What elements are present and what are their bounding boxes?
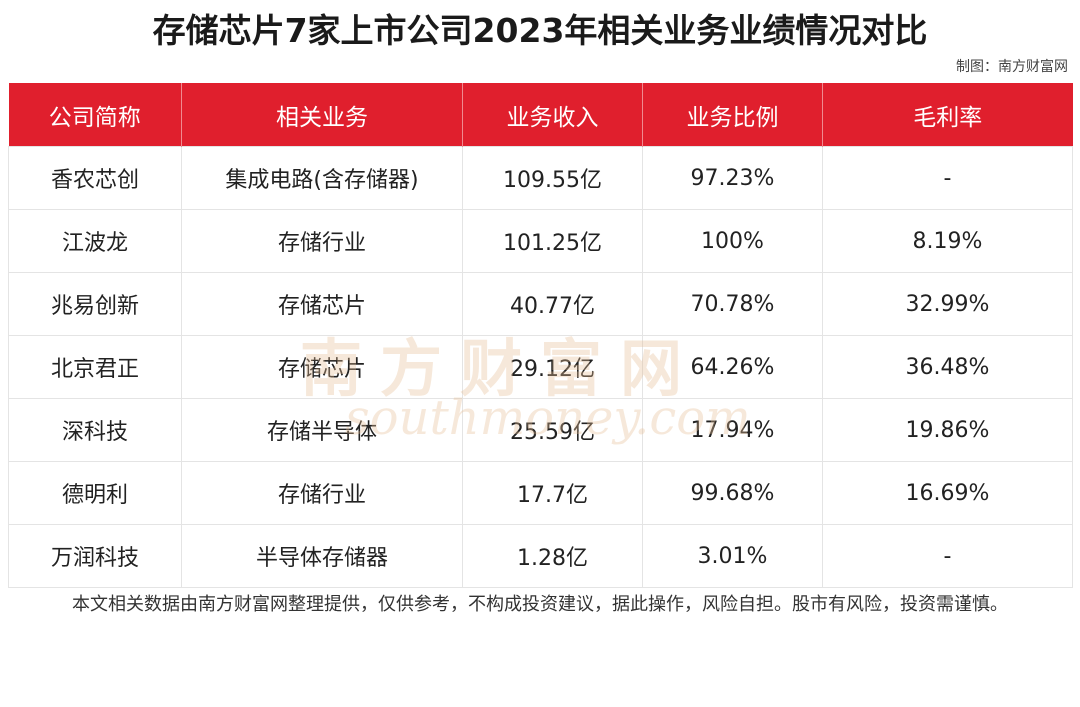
table-cell: 存储行业 (181, 461, 463, 525)
table-cell: 存储行业 (181, 209, 463, 273)
table-cell: 100% (642, 209, 823, 273)
table-cell: 17.7亿 (462, 461, 643, 525)
table-row: 深科技 存储半导体 25.59亿 17.94% 19.86% (8, 398, 1073, 462)
table-cell: 存储半导体 (181, 398, 463, 462)
table-cell: - (822, 146, 1073, 210)
disclaimer: 本文相关数据由南方财富网整理提供，仅供参考，不构成投资建议，据此操作，风险自担。… (72, 594, 1008, 615)
table-cell: 1.28亿 (462, 524, 643, 588)
column-header: 相关业务 (181, 83, 463, 147)
table-row: 香农芯创 集成电路(含存储器) 109.55亿 97.23% - (8, 146, 1073, 210)
table-cell: 99.68% (642, 461, 823, 525)
table-cell: 97.23% (642, 146, 823, 210)
table-row: 万润科技 半导体存储器 1.28亿 3.01% - (8, 524, 1073, 588)
column-header: 公司简称 (8, 83, 182, 147)
table-row: 德明利 存储行业 17.7亿 99.68% 16.69% (8, 461, 1073, 525)
column-header: 业务比例 (642, 83, 823, 147)
table-row: 江波龙 存储行业 101.25亿 100% 8.19% (8, 209, 1073, 273)
table-cell: 19.86% (822, 398, 1073, 462)
table-cell: 存储芯片 (181, 272, 463, 336)
table-cell: 存储芯片 (181, 335, 463, 399)
table-cell: 101.25亿 (462, 209, 643, 273)
table-cell: 香农芯创 (8, 146, 182, 210)
table-cell: 8.19% (822, 209, 1073, 273)
table-cell: 64.26% (642, 335, 823, 399)
table-row: 兆易创新 存储芯片 40.77亿 70.78% 32.99% (8, 272, 1073, 336)
table-cell: 25.59亿 (462, 398, 643, 462)
data-table: 公司简称 相关业务 业务收入 业务比例 毛利率 香农芯创 集成电路(含存储器) 109.55… (8, 83, 1073, 588)
table-cell: 17.94% (642, 398, 823, 462)
column-header: 毛利率 (822, 83, 1073, 147)
table-cell: 109.55亿 (462, 146, 643, 210)
table-cell: 36.48% (822, 335, 1073, 399)
table-cell: 40.77亿 (462, 272, 643, 336)
table-cell: 29.12亿 (462, 335, 643, 399)
table-cell: 半导体存储器 (181, 524, 463, 588)
table-cell: 万润科技 (8, 524, 182, 588)
credit: 制图：南方财富网 (956, 59, 1068, 75)
table-cell: 北京君正 (8, 335, 182, 399)
table-cell: 江波龙 (8, 209, 182, 273)
table-cell: 3.01% (642, 524, 823, 588)
page-title: 存储芯片7家上市公司2023年相关业务业绩情况对比 (152, 11, 928, 50)
table-cell: 德明利 (8, 461, 182, 525)
table-cell: - (822, 524, 1073, 588)
table-cell: 深科技 (8, 398, 182, 462)
table-cell: 32.99% (822, 272, 1073, 336)
table-cell: 集成电路(含存储器) (181, 146, 463, 210)
table-cell: 70.78% (642, 272, 823, 336)
column-header: 业务收入 (462, 83, 643, 147)
table-cell: 16.69% (822, 461, 1073, 525)
table-row: 北京君正 存储芯片 29.12亿 64.26% 36.48% (8, 335, 1073, 399)
table-header-row: 公司简称 相关业务 业务收入 业务比例 毛利率 (8, 83, 1073, 147)
table-cell: 兆易创新 (8, 272, 182, 336)
